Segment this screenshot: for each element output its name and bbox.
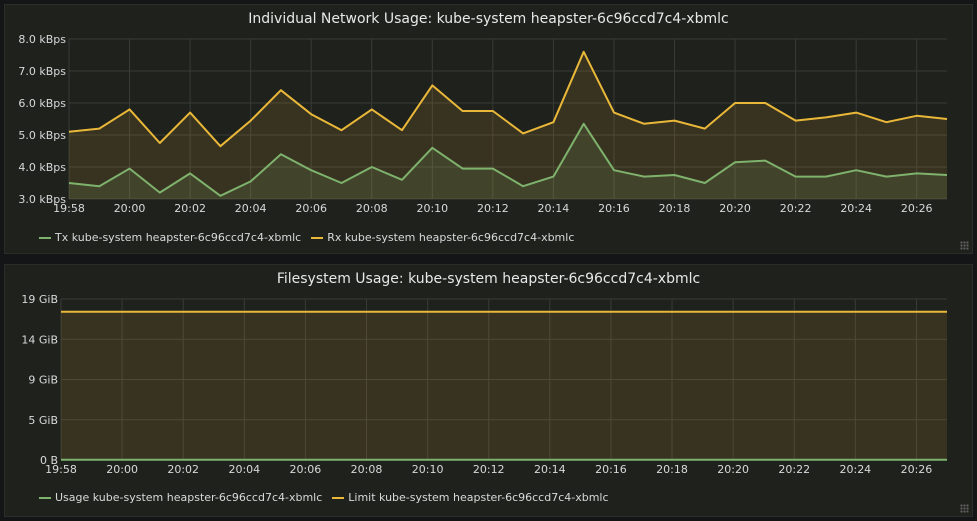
x-tick-label: 20:18 bbox=[656, 463, 688, 476]
x-tick-label: 20:04 bbox=[235, 202, 267, 215]
y-tick-label: 9 GiB bbox=[28, 374, 58, 387]
x-tick-label: 20:22 bbox=[780, 202, 812, 215]
x-tick-label: 20:10 bbox=[416, 202, 448, 215]
x-tick-label: 20:16 bbox=[598, 202, 630, 215]
x-tick-label: 20:00 bbox=[114, 202, 146, 215]
legend-label-usage: Usage kube-system heapster-6c96ccd7c4-xb… bbox=[55, 491, 323, 504]
legend-swatch-tx bbox=[39, 236, 51, 239]
legend-item-usage[interactable]: Usage kube-system heapster-6c96ccd7c4-xb… bbox=[39, 491, 322, 504]
chart-legend: Usage kube-system heapster-6c96ccd7c4-xb… bbox=[39, 491, 609, 504]
x-tick-label: 19:58 bbox=[53, 202, 85, 215]
resize-handle-icon[interactable] bbox=[960, 241, 969, 250]
y-tick-label: 0 B bbox=[40, 454, 58, 467]
x-tick-label: 20:08 bbox=[356, 202, 388, 215]
y-tick-label: 19 GiB bbox=[21, 293, 58, 306]
y-tick-label: 5.0 kBps bbox=[18, 129, 66, 142]
chart-legend: Tx kube-system heapster-6c96ccd7c4-xbmlc… bbox=[39, 231, 574, 244]
y-tick-label: 6.0 kBps bbox=[18, 97, 66, 110]
filesystem-usage-panel: Filesystem Usage: kube-system heapster-6… bbox=[4, 264, 973, 517]
y-tick-label: 5 GiB bbox=[28, 414, 58, 427]
x-tick-label: 20:10 bbox=[412, 463, 444, 476]
legend-item-rx[interactable]: Rx kube-system heapster-6c96ccd7c4-xbmlc bbox=[311, 231, 574, 244]
network-usage-panel: Individual Network Usage: kube-system he… bbox=[4, 4, 973, 254]
x-tick-label: 20:26 bbox=[901, 202, 933, 215]
panel-title[interactable]: Filesystem Usage: kube-system heapster-6… bbox=[276, 271, 701, 287]
legend-swatch-limit bbox=[332, 496, 345, 499]
x-tick-label: 20:02 bbox=[167, 463, 199, 476]
series-line-0[interactable] bbox=[68, 122, 948, 197]
network-usage-chart: 3.0 kBps 4.0 kBps 5.0 kBps 6.0 kBps 7.0 kBps… bbox=[18, 33, 948, 215]
x-tick-label: 20:04 bbox=[228, 463, 260, 476]
y-tick-label: 4.0 kBps bbox=[18, 161, 66, 174]
x-tick-label: 20:08 bbox=[351, 463, 383, 476]
legend-swatch-rx bbox=[311, 236, 324, 239]
series-area-1 bbox=[61, 311, 947, 460]
series-line-1[interactable] bbox=[68, 50, 948, 148]
legend-swatch-usage bbox=[39, 496, 51, 499]
x-tick-label: 20:18 bbox=[659, 202, 691, 215]
x-tick-label: 20:22 bbox=[778, 463, 810, 476]
legend-label-limit: Limit kube-system heapster-6c96ccd7c4-xb… bbox=[348, 491, 609, 504]
panel-title[interactable]: Individual Network Usage: kube-system he… bbox=[248, 11, 729, 27]
x-tick-label: 20:02 bbox=[174, 202, 206, 215]
x-tick-label: 20:26 bbox=[901, 463, 933, 476]
y-tick-label: 8.0 kBps bbox=[18, 33, 66, 46]
x-tick-label: 20:12 bbox=[473, 463, 505, 476]
x-tick-label: 20:14 bbox=[538, 202, 570, 215]
x-tick-label: 20:14 bbox=[534, 463, 566, 476]
y-tick-label: 7.0 kBps bbox=[18, 65, 66, 78]
series-area-1 bbox=[69, 51, 947, 199]
x-tick-label: 20:20 bbox=[717, 463, 749, 476]
filesystem-usage-chart: 0 B 5 GiB 9 GiB 14 GiB 19 GiB 19:58 20:00 20:02… bbox=[21, 293, 948, 476]
x-tick-label: 19:58 bbox=[45, 463, 77, 476]
x-tick-label: 20:00 bbox=[106, 463, 138, 476]
x-tick-label: 20:20 bbox=[719, 202, 751, 215]
legend-item-tx[interactable]: Tx kube-system heapster-6c96ccd7c4-xbmlc bbox=[39, 231, 301, 244]
x-tick-label: 20:24 bbox=[839, 463, 871, 476]
y-tick-label: 3.0 kBps bbox=[18, 193, 66, 206]
x-tick-label: 20:12 bbox=[477, 202, 509, 215]
y-tick-label: 14 GiB bbox=[21, 333, 58, 346]
x-tick-label: 20:06 bbox=[290, 463, 322, 476]
series-area-0 bbox=[69, 123, 947, 199]
x-tick-label: 20:16 bbox=[595, 463, 627, 476]
legend-label-rx: Rx kube-system heapster-6c96ccd7c4-xbmlc bbox=[327, 231, 575, 244]
resize-handle-icon[interactable] bbox=[960, 504, 969, 513]
x-tick-label: 20:06 bbox=[295, 202, 327, 215]
x-tick-label: 20:24 bbox=[840, 202, 872, 215]
legend-label-tx: Tx kube-system heapster-6c96ccd7c4-xbmlc bbox=[55, 231, 302, 244]
legend-item-limit[interactable]: Limit kube-system heapster-6c96ccd7c4-xb… bbox=[332, 491, 609, 504]
